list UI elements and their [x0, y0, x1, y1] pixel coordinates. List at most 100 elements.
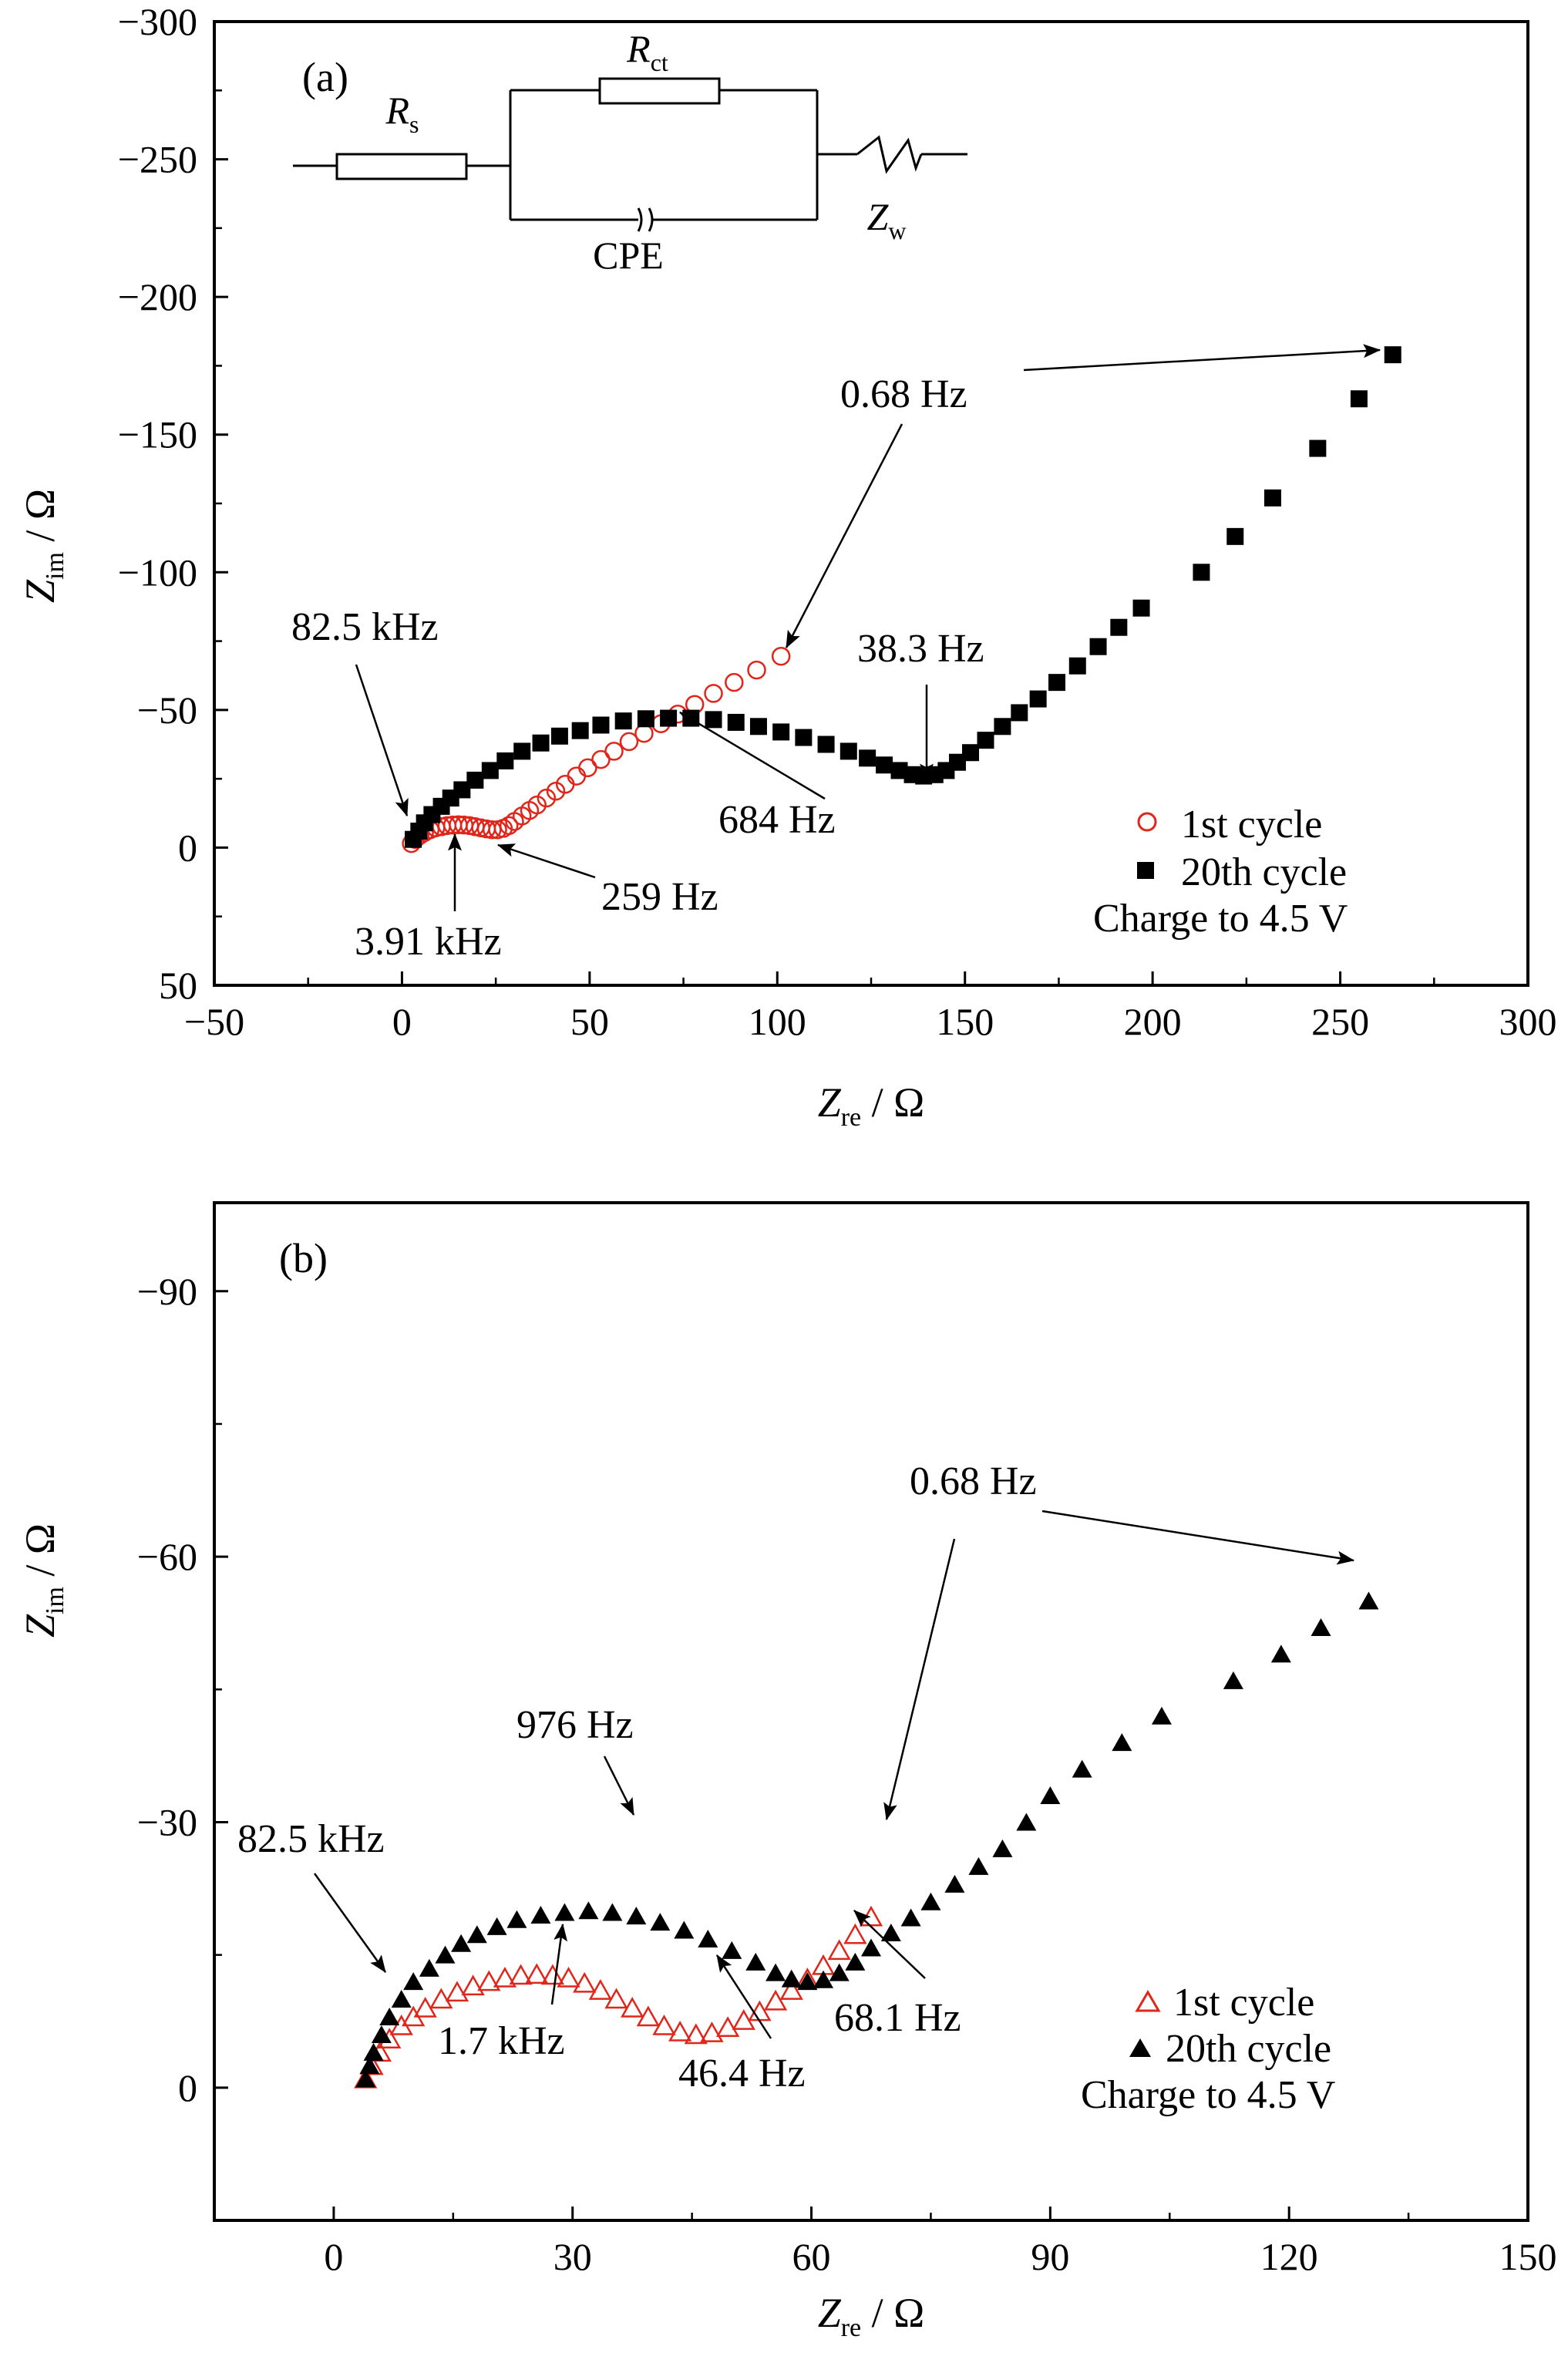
- y-tick-label-a-5: −200: [118, 275, 197, 318]
- data-point-a-s1-48: [1350, 390, 1368, 408]
- y-tick-label-b-0: 0: [178, 2066, 197, 2109]
- annot-text-b-068: 0.68 Hz: [910, 1459, 1037, 1503]
- data-point-b-s0-18: [604, 1988, 628, 2009]
- data-point-a-s1-35: [977, 732, 994, 749]
- data-point-a-s1-43: [1132, 599, 1150, 617]
- data-point-b-s0-24: [700, 2021, 724, 2042]
- x-tick-label-a-6: 250: [1311, 1000, 1369, 1043]
- legend-b: 1st cycle 20th cycle Charge to 4.5 V: [1081, 1981, 1335, 2117]
- data-point-a-s1-47: [1309, 439, 1327, 457]
- legend-a: 1st cycle 20th cycle Charge to 4.5 V: [1093, 803, 1348, 941]
- legend-marker-a-20th: [1137, 862, 1154, 879]
- data-point-b-s0-20: [636, 2005, 660, 2027]
- data-point-b-s1-2: [363, 2042, 384, 2061]
- data-point-b-s1-18: [650, 1913, 671, 1931]
- data-point-a-s0-31: [634, 723, 654, 743]
- data-point-a-s1-6: [453, 781, 471, 799]
- annot-arrow-a-068-right: [1023, 344, 1381, 372]
- data-point-b-s1-29: [861, 1938, 881, 1957]
- legend-label-a-1st: 1st cycle: [1181, 803, 1322, 847]
- data-point-a-s0-38: [771, 646, 791, 666]
- data-point-a-s1-39: [1048, 674, 1065, 692]
- data-point-b-s1-32: [920, 1892, 941, 1910]
- data-point-a-s1-36: [994, 718, 1011, 736]
- data-point-b-s1-24: [781, 1969, 802, 1988]
- annot-text-b-464: 46.4 Hz: [678, 2052, 806, 2095]
- data-point-b-s1-26: [813, 1970, 834, 1988]
- x-tick-label-a-0: −50: [184, 1000, 244, 1043]
- x-tick-label-b-0: 0: [324, 2235, 343, 2278]
- data-point-a-s1-20: [727, 713, 745, 731]
- annot-arrow-b-068-left: [883, 1538, 956, 1821]
- data-point-b-s1-16: [602, 1903, 623, 1921]
- data-point-a-s0-22: [527, 795, 547, 815]
- data-point-a-s1-49: [1384, 346, 1401, 364]
- data-point-b-s0-8: [445, 1981, 469, 2002]
- data-point-a-s1-27: [876, 756, 893, 774]
- data-point-b-s0-17: [588, 1979, 613, 2000]
- y-tick-label-a-1: 0: [178, 826, 197, 869]
- y-tick-label-a-7: −300: [118, 0, 197, 43]
- cpe-element: [637, 207, 654, 232]
- annot-arrow-b-976: [603, 1755, 635, 1816]
- data-point-a-s1-14: [592, 716, 610, 734]
- data-point-b-s0-21: [652, 2014, 676, 2035]
- data-point-a-s1-23: [795, 729, 813, 746]
- circuit-label-cpe: CPE: [593, 234, 664, 277]
- data-point-b-s1-36: [1016, 1813, 1037, 1831]
- data-point-a-s0-27: [578, 758, 597, 778]
- data-point-b-s1-5: [391, 1990, 412, 2008]
- data-point-b-s1-20: [698, 1929, 718, 1947]
- data-point-a-s1-11: [532, 734, 550, 752]
- annot-arrow-b-681: [853, 1910, 926, 1979]
- annot-text-b-976: 976 Hz: [516, 1703, 634, 1747]
- data-point-a-s0-18: [499, 816, 519, 836]
- x-tick-label-a-1: 0: [392, 1000, 412, 1043]
- data-point-b-s0-10: [477, 1970, 501, 1991]
- data-point-a-s1-44: [1193, 564, 1210, 581]
- data-point-a-s1-37: [1011, 704, 1028, 722]
- y-tick-label-a-0: 50: [159, 964, 197, 1007]
- data-point-a-s1-7: [466, 771, 484, 789]
- legend-label-b-1st: 1st cycle: [1173, 1981, 1314, 2025]
- data-point-b-s1-27: [829, 1963, 850, 1981]
- data-point-b-s1-17: [626, 1907, 647, 1925]
- data-point-b-s0-15: [557, 1966, 580, 1988]
- data-point-a-s1-38: [1029, 690, 1047, 708]
- equivalent-circuit: [293, 77, 967, 232]
- annot-text-a-068: 0.68 Hz: [840, 372, 967, 416]
- y-tick-label-a-2: −50: [137, 688, 197, 732]
- data-point-b-s1-6: [403, 1972, 424, 1991]
- y-tick-label-a-4: −150: [118, 413, 197, 456]
- annot-text-b-82k: 82.5 kHz: [237, 1817, 385, 1861]
- data-point-b-s0-19: [621, 1996, 644, 2018]
- annot-arrow-a-82k: [355, 664, 409, 817]
- data-point-b-s0-11: [493, 1966, 517, 1988]
- x-tick-label-b-5: 150: [1499, 2235, 1557, 2278]
- x-tick-label-b-1: 30: [554, 2235, 592, 2278]
- annot-arrow-a-684: [679, 711, 826, 800]
- data-point-b-s1-10: [466, 1925, 487, 1944]
- data-point-a-s0-35: [704, 684, 723, 703]
- legend-label-b-20th: 20th cycle: [1166, 2027, 1331, 2071]
- legend-marker-b-20th: [1129, 2038, 1151, 2057]
- x-tick-label-a-5: 200: [1124, 1000, 1182, 1043]
- data-point-a-s1-22: [772, 723, 790, 741]
- legend-label-a-condition: Charge to 4.5 V: [1093, 897, 1348, 941]
- data-point-b-s1-12: [506, 1910, 527, 1928]
- data-point-a-s0-29: [604, 742, 624, 761]
- data-point-a-s1-21: [749, 718, 767, 736]
- data-point-a-s0-24: [546, 781, 566, 801]
- data-point-b-s0-32: [827, 1939, 851, 1961]
- circuit-label-rs: Rs: [385, 89, 419, 138]
- data-point-b-s1-41: [1223, 1671, 1243, 1689]
- data-point-a-s1-16: [637, 710, 654, 728]
- data-point-a-s0-36: [725, 672, 744, 692]
- data-point-b-s1-40: [1151, 1706, 1172, 1725]
- y-tick-label-b-2: −60: [137, 1535, 197, 1578]
- data-point-b-s0-12: [509, 1964, 533, 1985]
- data-point-b-s1-44: [1358, 1591, 1379, 1610]
- data-point-a-s0-37: [747, 660, 766, 680]
- resistor-rct: [598, 77, 721, 105]
